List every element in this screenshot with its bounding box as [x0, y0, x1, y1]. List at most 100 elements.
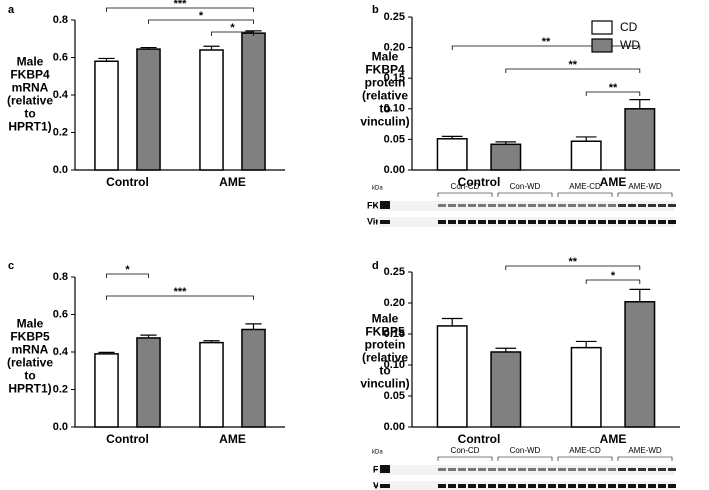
y-tick-label: 0.2: [53, 383, 68, 395]
blot-ladder: [380, 201, 390, 209]
y-axis-label: HPRT1): [8, 120, 51, 134]
blot-band: [458, 468, 466, 471]
y-axis-label: vinculin): [360, 377, 409, 391]
blot-band: [578, 220, 586, 224]
blot-band: [538, 484, 546, 488]
blot-group-bracket: [437, 456, 493, 461]
y-axis-label: FKBP4: [365, 63, 405, 77]
blot-band: [468, 468, 476, 471]
y-axis-label: HPRT1): [8, 382, 51, 396]
blot-group: Con-WD: [510, 446, 541, 455]
bar: [624, 301, 656, 428]
blot-band: [538, 220, 546, 224]
blot-band: [558, 468, 566, 471]
y-axis-label: mRNA: [12, 81, 49, 95]
y-tick-label: 0.8: [53, 14, 68, 26]
blot-band: [568, 468, 576, 471]
blot-band: [568, 204, 576, 207]
y-axis-label: FKBP4: [10, 68, 50, 82]
blot-band: [448, 468, 456, 471]
blot-group-bracket: [497, 456, 553, 461]
significance-bracket: [148, 19, 254, 24]
y-tick-label: 0.2: [53, 126, 68, 138]
blot-band: [448, 220, 456, 224]
y-tick-label: 0.6: [53, 51, 68, 63]
y-axis-label: (relative: [7, 356, 53, 370]
blot-group: Con-CD: [451, 446, 480, 455]
blot-band: [608, 484, 616, 488]
y-axis-label: to: [24, 369, 35, 383]
blot-band: [498, 220, 506, 224]
y-tick-label: 0.05: [384, 133, 405, 145]
blot-band: [628, 468, 636, 471]
significance-label: *: [611, 270, 616, 282]
blot-band: [438, 468, 446, 471]
blot-band: [628, 220, 636, 224]
significance-bracket: [106, 7, 254, 12]
blot-band: [588, 220, 596, 224]
blot-band: [468, 204, 476, 207]
blot-band: [458, 220, 466, 224]
blot-band: [518, 220, 526, 224]
blot-band: [528, 484, 536, 488]
blot-band: [508, 204, 516, 207]
y-tick-label: 0.25: [384, 11, 405, 23]
blot-group-bracket: [557, 192, 613, 197]
blot-band: [438, 220, 446, 224]
legend-label: CD: [620, 20, 638, 34]
blot-band: [528, 220, 536, 224]
panel-label: b: [372, 4, 379, 16]
y-tick-label: 0.4: [53, 346, 69, 358]
y-tick-label: 0.0: [53, 164, 68, 176]
blot-band: [548, 204, 556, 207]
y-tick-label: 0.0: [53, 421, 68, 433]
blot-group: AME-CD: [569, 446, 601, 455]
y-tick-label: 0.05: [384, 390, 405, 402]
blot-band: [618, 204, 626, 207]
bar: [624, 108, 656, 171]
bar: [490, 351, 522, 428]
blot-unit: kDa: [372, 450, 383, 456]
blot-ladder: [380, 465, 390, 473]
y-tick-label: 0.6: [53, 308, 68, 320]
blot-band: [548, 220, 556, 224]
y-tick-label: 0.10: [384, 359, 405, 371]
y-axis-label: mRNA: [12, 343, 49, 357]
blot-band: [518, 484, 526, 488]
blot-band: [538, 204, 546, 207]
y-tick-label: 0.8: [53, 271, 68, 283]
blot-group-bracket: [617, 192, 673, 197]
blot-band: [638, 204, 646, 207]
blot-band: [658, 468, 666, 471]
legend-swatch: [591, 38, 613, 53]
x-tick-label: AME: [219, 432, 246, 446]
blot-band: [508, 468, 516, 471]
blot-band: [608, 220, 616, 224]
bar: [241, 328, 266, 428]
x-tick-label: AME: [600, 432, 627, 446]
y-axis-label: (relative: [362, 89, 408, 103]
blot-band: [598, 484, 606, 488]
blot-band: [518, 468, 526, 471]
blot-band: [668, 220, 676, 224]
blot-band: [608, 204, 616, 207]
blot-band: [618, 220, 626, 224]
bar: [570, 140, 602, 171]
significance-bracket: [106, 273, 149, 278]
significance-label: *: [230, 22, 235, 34]
blot-band: [508, 484, 516, 488]
blot-band: [488, 468, 496, 471]
blot-band: [448, 204, 456, 207]
bar: [570, 346, 602, 428]
blot-band: [628, 484, 636, 488]
blot-band: [578, 484, 586, 488]
y-axis-label: protein: [365, 338, 406, 352]
blot-band: [458, 484, 466, 488]
blot-band: [638, 220, 646, 224]
blot-band: [538, 468, 546, 471]
y-axis-label: to: [379, 364, 390, 378]
x-tick-label: Control: [458, 432, 501, 446]
blot-band: [478, 484, 486, 488]
significance-label: *: [199, 10, 204, 22]
blot-band: [558, 204, 566, 207]
